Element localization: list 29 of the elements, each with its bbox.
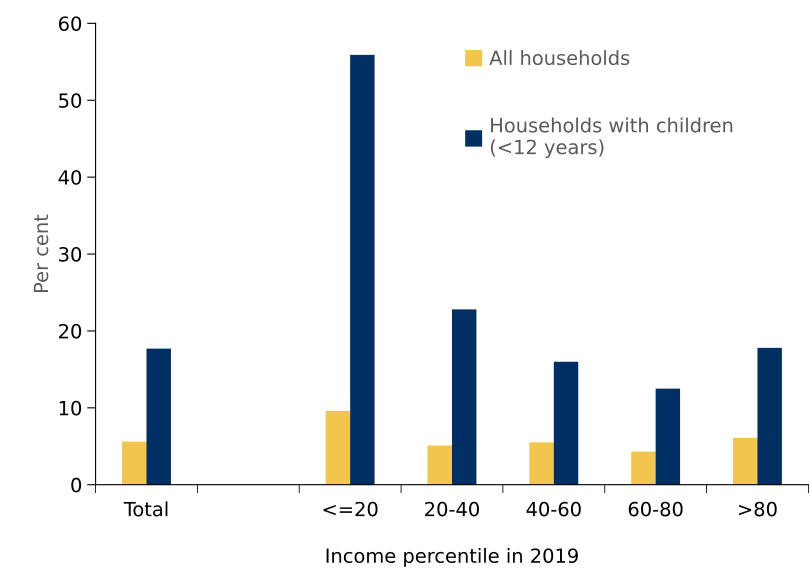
bar: [452, 309, 476, 485]
bar: [733, 438, 758, 485]
bar: [656, 388, 680, 485]
y-axis-title: Per cent: [34, 214, 48, 292]
bar: [428, 446, 452, 485]
bar: [554, 362, 578, 485]
y-tick-label: 0: [71, 478, 82, 492]
x-tick-label: >80: [739, 502, 777, 516]
x-tick-label: Total: [124, 501, 168, 516]
bar: [529, 442, 554, 485]
y-tick-label: 10: [60, 400, 82, 416]
legend-label: Households with children (<12 years): [490, 118, 732, 158]
y-tick-label: 60: [59, 16, 82, 32]
legend-label: All households: [489, 50, 630, 66]
bar: [122, 442, 146, 485]
x-tick-label: 40-60: [526, 502, 581, 516]
y-tick-label: 50: [59, 93, 82, 108]
bar: [757, 348, 782, 485]
x-tick-label: 20-40: [425, 502, 479, 516]
y-tick-label: 40: [58, 170, 82, 185]
bar: [326, 410, 350, 485]
x-tick-label: <=20: [324, 502, 378, 516]
bar: [146, 348, 171, 485]
y-tick-label: 20: [59, 324, 82, 339]
y-tick-label: 30: [59, 246, 82, 262]
x-tick-label: 60-80: [628, 502, 683, 516]
bar: [350, 54, 375, 485]
bar: [631, 452, 656, 485]
x-axis-title: Income percentile in 2019: [326, 548, 578, 567]
